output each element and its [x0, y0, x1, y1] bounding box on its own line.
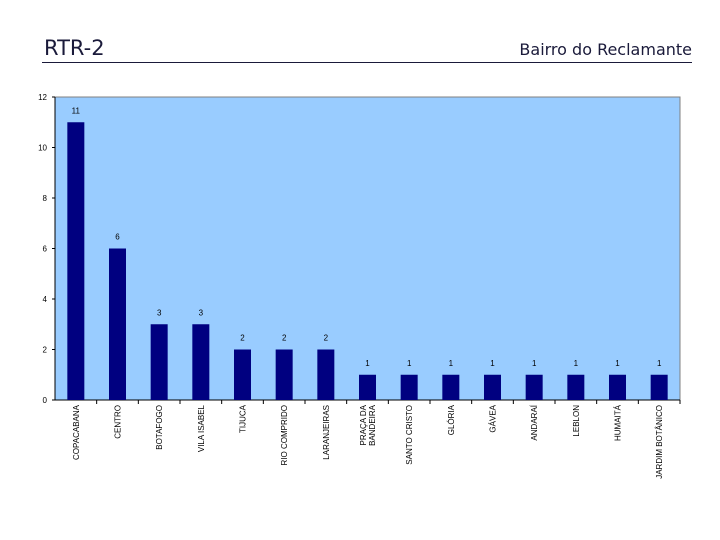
x-category-label-line: BOTAFOGO	[155, 405, 164, 450]
bar	[67, 122, 85, 400]
y-tick-labels: 0 2 4 6 8 10 12	[38, 93, 47, 405]
x-category-label-line: TIJUCA	[239, 404, 248, 433]
data-label: 1	[449, 359, 454, 368]
y-tick-label: 12	[38, 93, 47, 102]
slide-subtitle: Bairro do Reclamante	[519, 40, 692, 59]
x-category-label-line: GLÓRIA	[447, 404, 456, 435]
data-label: 1	[615, 359, 620, 368]
x-category-label: PRAÇA DA BANDEIRA	[359, 404, 377, 446]
bar	[150, 324, 168, 400]
y-tick-label: 6	[43, 245, 48, 254]
bar	[192, 324, 210, 400]
data-label: 2	[282, 334, 287, 343]
x-category-label-line: PRAÇA DA	[359, 404, 368, 445]
slide-header: RTR-2 Bairro do Reclamante	[42, 36, 692, 63]
x-category-label: TIJUCA	[239, 404, 248, 433]
data-label: 3	[157, 308, 162, 317]
bar	[567, 374, 585, 400]
x-category-label-line: SANTO CRISTO	[405, 405, 414, 465]
y-tick-label: 10	[38, 144, 47, 153]
x-category-label: JARDIM BOTÂNICO	[655, 405, 664, 479]
bar	[442, 374, 460, 400]
data-label: 1	[574, 359, 579, 368]
data-label: 1	[657, 359, 662, 368]
data-label: 6	[115, 233, 120, 242]
x-category-label-line: ANDARAÍ	[530, 404, 539, 440]
x-category-label: VILA ISABEL	[197, 404, 206, 452]
x-category-label: GÁVEA	[489, 404, 498, 432]
data-label: 1	[407, 359, 412, 368]
data-label: 2	[324, 334, 329, 343]
x-category-label-line: JARDIM BOTÂNICO	[655, 405, 664, 479]
x-category-label-line: VILA ISABEL	[197, 404, 206, 452]
bars	[67, 122, 668, 400]
data-label: 1	[365, 359, 370, 368]
bar	[275, 349, 293, 400]
data-label: 11	[72, 106, 81, 115]
x-category-label-line: BANDEIRA	[368, 404, 377, 446]
x-category-label: ANDARAÍ	[530, 404, 539, 440]
x-category-label-line: HUMAITÁ	[614, 404, 623, 441]
bar	[234, 349, 251, 400]
x-category-label-line: LEBLON	[572, 405, 581, 437]
bar	[400, 374, 418, 400]
x-category-label: LEBLON	[572, 405, 581, 437]
x-category-label-line: COPACABANA	[72, 404, 81, 460]
x-category-label-line: LARANJEIRAS	[322, 405, 331, 460]
bar	[484, 374, 501, 400]
data-label: 3	[199, 308, 204, 317]
y-tick-label: 4	[43, 295, 48, 304]
bar	[609, 374, 626, 400]
y-tick-label: 2	[43, 346, 48, 355]
x-category-label: LARANJEIRAS	[322, 405, 331, 460]
x-category-label-line: CENTRO	[114, 405, 123, 439]
x-category-label: GLÓRIA	[447, 404, 456, 435]
x-category-label: BOTAFOGO	[155, 405, 164, 450]
x-category-label-line: RIO COMPRIDO	[280, 405, 289, 465]
y-tick-label: 0	[43, 396, 48, 405]
bar	[650, 374, 668, 400]
x-category-labels: COPACABANA CENTRO BOTAFOGO VILA ISABEL TIJUC…	[72, 404, 664, 479]
bar	[525, 374, 543, 400]
data-label: 2	[240, 334, 245, 343]
bar	[109, 248, 126, 400]
bar	[317, 349, 335, 400]
x-category-label: SANTO CRISTO	[405, 405, 414, 465]
x-category-label: RIO COMPRIDO	[280, 405, 289, 465]
x-category-label: HUMAITÁ	[614, 404, 623, 441]
y-tick-label: 8	[43, 194, 48, 203]
x-category-label-line: GÁVEA	[489, 404, 498, 432]
data-label: 1	[490, 359, 495, 368]
x-category-label: CENTRO	[114, 405, 123, 439]
slide-title: RTR-2	[44, 36, 105, 60]
plot-area	[54, 96, 681, 401]
x-category-label: COPACABANA	[72, 404, 81, 460]
data-label: 1	[532, 359, 537, 368]
bar	[359, 374, 376, 400]
